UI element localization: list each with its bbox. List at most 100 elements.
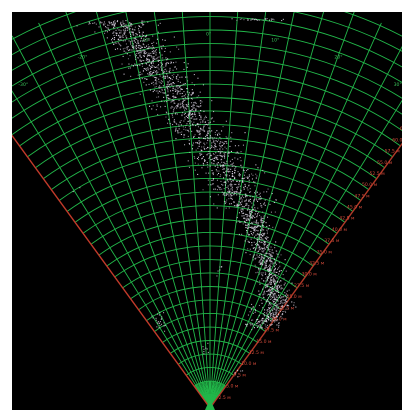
point bbox=[161, 69, 163, 71]
point bbox=[141, 63, 143, 65]
point bbox=[220, 150, 222, 152]
point bbox=[215, 169, 217, 171]
point bbox=[262, 251, 264, 253]
point bbox=[257, 234, 259, 236]
point bbox=[198, 136, 200, 138]
point bbox=[273, 301, 275, 303]
point bbox=[269, 257, 271, 259]
point bbox=[287, 308, 289, 310]
point bbox=[238, 233, 240, 235]
point bbox=[130, 36, 132, 38]
point bbox=[256, 225, 258, 227]
point bbox=[266, 236, 268, 238]
point bbox=[159, 73, 161, 75]
point bbox=[165, 75, 167, 77]
point bbox=[199, 119, 201, 121]
point bbox=[207, 179, 209, 181]
point bbox=[133, 47, 135, 49]
point bbox=[267, 284, 269, 286]
point bbox=[163, 312, 165, 314]
point bbox=[134, 26, 136, 28]
point bbox=[173, 107, 175, 109]
point bbox=[133, 40, 135, 42]
point bbox=[177, 104, 179, 106]
point bbox=[220, 180, 222, 182]
point bbox=[152, 35, 154, 37]
point bbox=[135, 45, 137, 47]
point bbox=[272, 320, 274, 322]
angle-label: -30° bbox=[18, 82, 28, 88]
point bbox=[256, 247, 258, 249]
point bbox=[152, 45, 154, 47]
point bbox=[186, 98, 188, 100]
sonar-fan-display[interactable]: 2.5 м5.0 м7.5 м10.0 м12.5 м15.0 м17.5 м2… bbox=[12, 12, 402, 410]
point bbox=[191, 117, 193, 119]
point bbox=[264, 237, 266, 239]
point bbox=[284, 282, 286, 284]
point bbox=[112, 24, 114, 26]
point bbox=[271, 291, 273, 293]
point bbox=[273, 258, 275, 260]
point bbox=[136, 43, 138, 45]
point bbox=[261, 224, 263, 226]
point bbox=[137, 57, 139, 59]
point bbox=[215, 140, 217, 142]
point bbox=[269, 313, 271, 315]
point bbox=[172, 106, 174, 108]
point bbox=[177, 80, 179, 82]
point bbox=[161, 48, 163, 50]
range-ring bbox=[12, 56, 402, 119]
point bbox=[187, 103, 189, 105]
range-label: 2.5 м bbox=[219, 395, 232, 401]
point bbox=[212, 183, 214, 185]
point bbox=[135, 64, 137, 66]
point bbox=[104, 32, 106, 34]
point bbox=[264, 241, 266, 243]
point bbox=[256, 239, 258, 241]
point bbox=[137, 46, 139, 48]
point bbox=[128, 63, 130, 65]
point bbox=[275, 316, 277, 318]
point bbox=[155, 58, 157, 60]
point bbox=[197, 147, 199, 149]
point bbox=[199, 134, 201, 136]
point bbox=[253, 228, 255, 230]
point bbox=[124, 47, 126, 49]
point bbox=[207, 119, 209, 121]
point bbox=[169, 98, 171, 100]
point bbox=[127, 25, 129, 27]
range-label: 17.5 м bbox=[264, 328, 280, 334]
point bbox=[145, 69, 147, 71]
point bbox=[263, 191, 265, 193]
point bbox=[195, 109, 197, 111]
point bbox=[212, 178, 214, 180]
point bbox=[144, 50, 146, 52]
point bbox=[216, 133, 218, 135]
point bbox=[188, 111, 190, 113]
point bbox=[261, 230, 263, 232]
point bbox=[182, 106, 184, 108]
point bbox=[166, 112, 168, 114]
point bbox=[163, 325, 165, 327]
bearing-line bbox=[65, 12, 202, 383]
point bbox=[175, 138, 177, 140]
point bbox=[272, 303, 274, 305]
point bbox=[215, 155, 217, 157]
point bbox=[264, 266, 266, 268]
point bbox=[256, 251, 258, 253]
bearing-line bbox=[12, 35, 198, 385]
point bbox=[150, 66, 152, 68]
point bbox=[168, 98, 170, 100]
point bbox=[114, 24, 116, 26]
point bbox=[286, 296, 288, 298]
point bbox=[240, 221, 242, 223]
point bbox=[137, 41, 139, 43]
point bbox=[123, 31, 125, 33]
point bbox=[218, 132, 220, 134]
point bbox=[145, 68, 147, 70]
point bbox=[199, 123, 201, 125]
point bbox=[197, 173, 199, 175]
point bbox=[219, 153, 221, 155]
point bbox=[243, 170, 245, 172]
